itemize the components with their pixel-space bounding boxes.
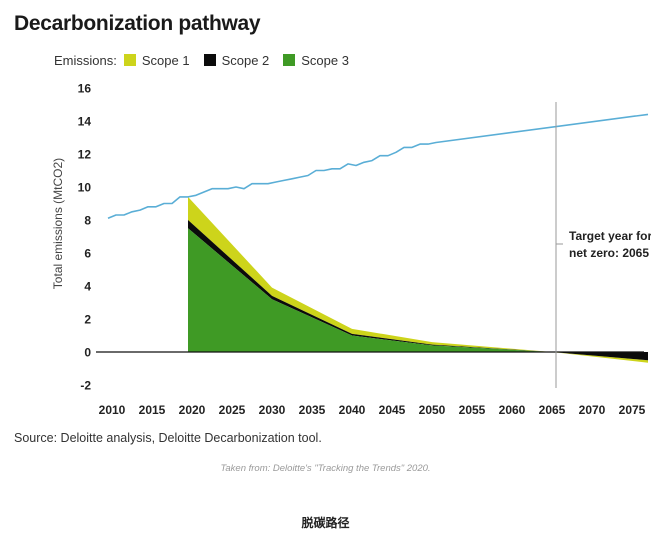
- y-tick-label: 12: [78, 148, 92, 162]
- y-tick-label: 2: [84, 313, 91, 327]
- x-tick-label: 2025: [219, 403, 246, 417]
- y-tick-label: 8: [84, 214, 91, 228]
- legend-lead: Emissions:: [54, 52, 117, 68]
- legend-item-scope-2: Scope 2: [203, 52, 270, 68]
- y-tick-label: 4: [84, 280, 91, 294]
- x-tick-label: 2055: [459, 403, 486, 417]
- y-tick-label: 16: [78, 82, 92, 96]
- legend-label-scope-3: Scope 3: [301, 52, 349, 68]
- legend-swatch-scope-2: [203, 54, 216, 66]
- x-tick-label: 2065: [539, 403, 566, 417]
- legend: Emissions: Scope 1 Scope 2 Scope 3: [54, 51, 363, 69]
- y-tick-label: 6: [84, 247, 91, 261]
- y-axis-label: Total emissions (MtCO2): [51, 158, 65, 289]
- chart-title: Decarbonization pathway: [14, 12, 261, 35]
- x-tick-label: 2020: [179, 403, 206, 417]
- baseline-emissions-line: [107, 113, 649, 220]
- x-tick-label: 2010: [99, 403, 126, 417]
- legend-item-scope-1: Scope 1: [123, 52, 190, 68]
- area-scope-3: [188, 228, 648, 352]
- x-tick-label: 2030: [259, 403, 286, 417]
- legend-swatch-scope-1: [123, 54, 136, 66]
- x-tick-label: 2075: [619, 403, 646, 417]
- legend-item-scope-3: Scope 3: [283, 53, 349, 68]
- x-tick-label: 2050: [419, 403, 446, 417]
- legend-label-scope-1: Scope 1: [141, 52, 190, 68]
- credit-note: Taken from: Deloitte's "Tracking the Tre…: [220, 463, 431, 474]
- source-note: Source: Deloitte analysis, Deloitte Deca…: [14, 431, 322, 445]
- chart-plot: Target year for net zero: 2065 16 14 12 10 8 6 4…: [51, 82, 651, 418]
- y-tick-label: -2: [80, 379, 91, 393]
- x-tick-label: 2060: [499, 403, 526, 417]
- y-tick-label: 10: [78, 181, 92, 195]
- x-tick-label: 2040: [339, 403, 366, 417]
- x-tick-label: 2045: [379, 403, 406, 417]
- y-tick-label: 14: [78, 115, 92, 129]
- x-tick-label: 2035: [299, 403, 326, 417]
- page-caption: 脱碳路径: [301, 516, 350, 530]
- y-tick-label: 0: [84, 346, 91, 360]
- x-tick-label: 2015: [139, 403, 166, 417]
- legend-swatch-scope-3: [283, 54, 296, 66]
- x-tick-label: 2070: [579, 403, 606, 417]
- legend-label-scope-2: Scope 2: [221, 52, 270, 68]
- annotation-text-line: net zero: 2065: [569, 246, 649, 260]
- annotation-text-line: Target year for: [569, 229, 651, 243]
